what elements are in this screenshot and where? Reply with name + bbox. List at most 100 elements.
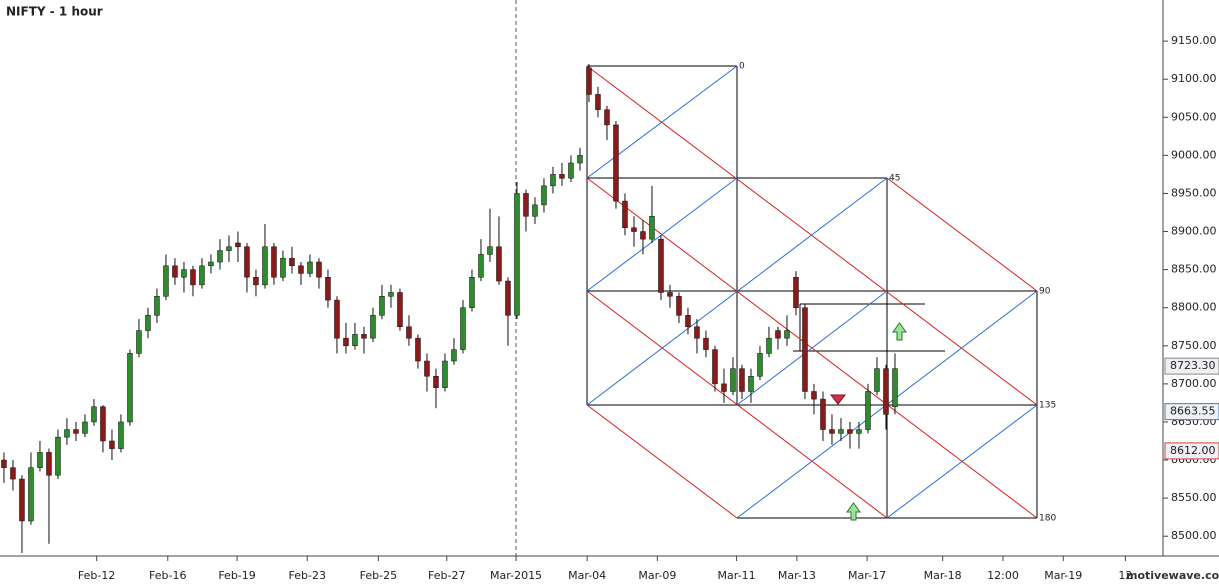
x-tick-label: Feb-23 — [289, 569, 326, 582]
candle-body — [64, 429, 70, 438]
candle-body — [586, 67, 592, 95]
candle-body — [469, 276, 475, 308]
candle-body — [190, 269, 196, 286]
candle-body — [820, 398, 826, 430]
candle-body — [370, 315, 376, 339]
candle-body — [847, 429, 853, 434]
candle-body — [127, 353, 133, 423]
candle-body — [694, 326, 700, 339]
candle-body — [802, 307, 808, 392]
y-tick-label: 8750.00 — [1171, 339, 1217, 352]
y-tick-label: 9100.00 — [1171, 72, 1217, 85]
candle-body — [82, 421, 88, 434]
price-marker-label: 8723.30 — [1170, 359, 1216, 372]
candle-body — [163, 265, 169, 297]
candle-body — [613, 124, 619, 202]
candle-body — [874, 368, 880, 392]
candle-body — [325, 276, 331, 301]
candle-body — [172, 265, 178, 278]
candle-body — [118, 421, 124, 449]
gann-label: 135 — [1039, 401, 1056, 411]
candle-body — [721, 383, 727, 392]
candle-body — [667, 292, 673, 297]
candles — [1, 63, 898, 553]
candle-body — [793, 276, 799, 308]
y-tick-label: 9150.00 — [1171, 34, 1217, 47]
candle-body — [676, 296, 682, 316]
candle-body — [604, 109, 610, 126]
buy-arrow — [892, 322, 907, 341]
candle-body — [622, 200, 628, 228]
y-tick-label: 8800.00 — [1171, 301, 1217, 314]
candle-body — [100, 406, 106, 442]
candle-body — [109, 440, 115, 449]
candle-body — [541, 185, 547, 206]
candle-body — [505, 280, 511, 316]
price-marker-label: 8663.55 — [1170, 405, 1216, 418]
y-tick-label: 8550.00 — [1171, 491, 1217, 504]
candle-body — [766, 337, 772, 354]
candle-body — [298, 265, 304, 274]
y-tick-label: 9000.00 — [1171, 148, 1217, 161]
candle-body — [865, 391, 871, 430]
buy-arrow — [846, 502, 861, 521]
y-tick-label: 8850.00 — [1171, 263, 1217, 276]
candle-body — [496, 246, 502, 282]
candle-body — [271, 246, 277, 278]
candle-body — [397, 292, 403, 327]
candle-body — [154, 296, 160, 316]
candle-body — [478, 254, 484, 278]
candle-body — [55, 436, 61, 476]
candle-body — [217, 250, 223, 263]
candle-body — [406, 326, 412, 339]
candle-body — [73, 429, 79, 434]
candle-body — [784, 330, 790, 339]
candle-body — [460, 307, 466, 350]
candle-body — [262, 246, 268, 286]
candle-body — [253, 276, 259, 286]
candle-body — [739, 368, 745, 392]
candle-body — [199, 265, 205, 286]
candle-body — [91, 406, 97, 423]
candle-body — [181, 269, 187, 278]
x-tick-label: Mar-18 — [924, 569, 962, 582]
candle-body — [19, 478, 25, 522]
candle-body — [451, 349, 457, 362]
candle-body — [856, 429, 862, 434]
candle-body — [352, 334, 358, 347]
x-tick-label: 12:00 — [987, 569, 1019, 582]
candle-body — [892, 368, 898, 407]
candle-body — [415, 337, 421, 362]
candle-body — [838, 429, 844, 434]
candle-body — [280, 257, 286, 278]
candle-body — [379, 296, 385, 316]
candle-body — [361, 334, 367, 339]
x-tick-label: Feb-16 — [149, 569, 186, 582]
candle-body — [388, 292, 394, 297]
candle-body — [559, 174, 565, 179]
y-tick-label: 8500.00 — [1171, 529, 1217, 542]
x-tick-label: Mar-2015 — [490, 569, 542, 582]
candle-body — [748, 376, 754, 392]
candle-body — [640, 231, 646, 240]
y-tick-label: 9050.00 — [1171, 110, 1217, 123]
candle-body — [334, 299, 340, 339]
x-tick-label: Mar-17 — [848, 569, 886, 582]
candle-body — [883, 368, 889, 415]
candle-body — [577, 155, 583, 164]
gann-label: 45 — [889, 174, 900, 184]
candle-body — [631, 227, 637, 232]
candle-body — [289, 257, 295, 267]
y-tick-label: 8900.00 — [1171, 225, 1217, 238]
candle-body — [523, 193, 529, 217]
candle-body — [658, 238, 664, 293]
x-tick-label: 12 — [1118, 569, 1132, 582]
gann-label: 90 — [1039, 287, 1051, 297]
x-tick-label: Mar-04 — [568, 569, 606, 582]
candle-body — [685, 315, 691, 327]
candle-body — [424, 360, 430, 377]
x-tick-label: Feb-25 — [360, 569, 397, 582]
candle-body — [811, 391, 817, 400]
candle-body — [235, 242, 241, 248]
